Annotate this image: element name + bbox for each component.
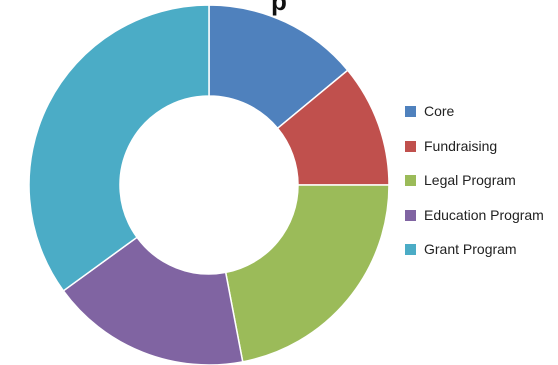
chart-legend: Core Fundraising Legal Program Education Pr… bbox=[405, 103, 544, 276]
legend-label-education-program: Education Program bbox=[424, 206, 544, 223]
legend-label-core: Core bbox=[424, 103, 455, 119]
donut-chart bbox=[28, 4, 390, 365]
donut-slice-legal-program bbox=[224, 184, 390, 363]
donut-slice-core bbox=[208, 4, 349, 130]
legend-label-legal-program: Legal Program bbox=[424, 172, 516, 188]
legend-item-legal-program: Legal Program bbox=[405, 172, 544, 207]
donut-slice-education-program bbox=[62, 236, 244, 365]
legend-item-fundraising: Fundraising bbox=[405, 138, 544, 173]
legend-label-fundraising: Fundraising bbox=[424, 137, 498, 154]
chart-title: p bbox=[271, 0, 287, 16]
legend-item-grant-program: Grant Program bbox=[405, 241, 544, 276]
legend-item-education-program: Education Program bbox=[405, 207, 544, 242]
legend-swatch-grant-program bbox=[405, 244, 416, 255]
legend-swatch-legal-program bbox=[405, 175, 416, 186]
legend-label-grant-program: Grant Program bbox=[424, 241, 517, 257]
legend-swatch-fundraising bbox=[405, 140, 416, 152]
legend-swatch-education-program bbox=[405, 209, 416, 221]
legend-item-core: Core bbox=[405, 103, 544, 138]
legend-swatch-core bbox=[405, 106, 416, 117]
donut-slice-grant-program bbox=[28, 4, 210, 292]
